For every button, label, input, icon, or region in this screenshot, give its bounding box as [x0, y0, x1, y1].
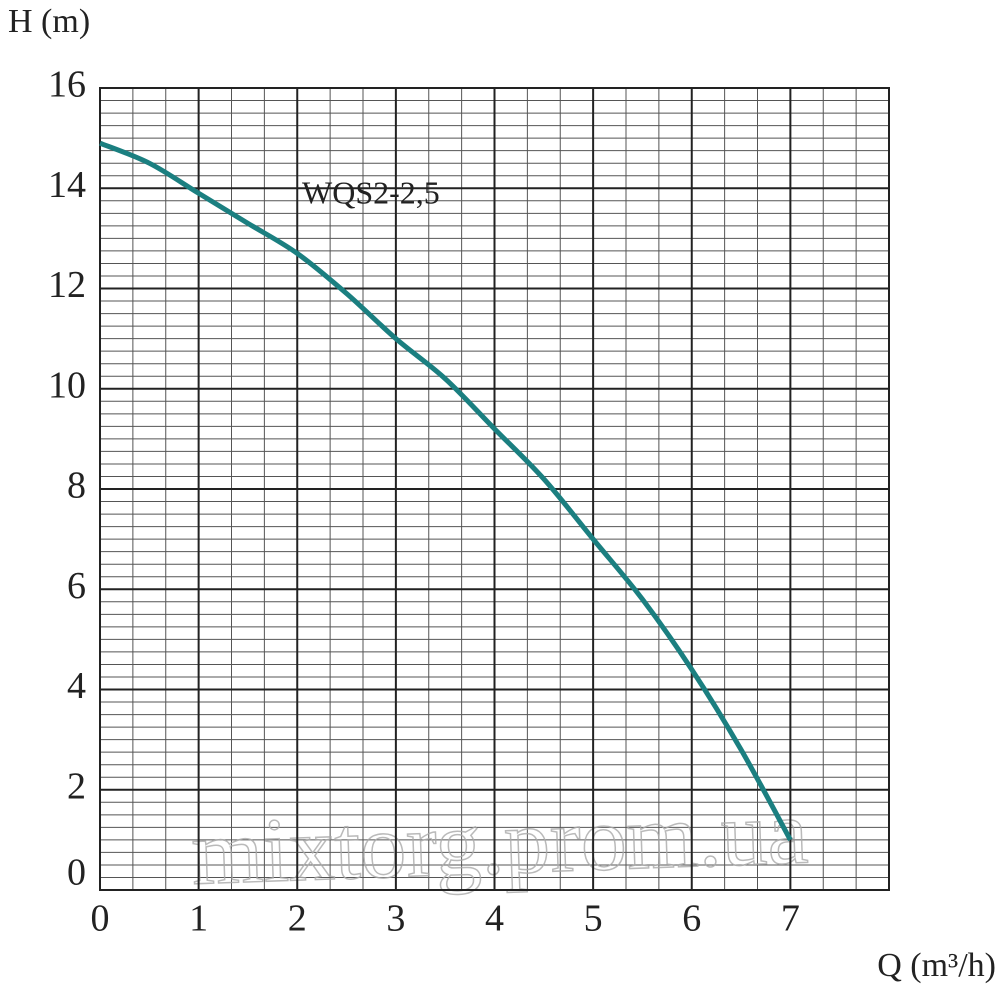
x-tick-label: 0 — [91, 898, 110, 940]
x-tick-label: 7 — [781, 898, 800, 940]
x-tick-label: 6 — [682, 898, 701, 940]
y-tick-label: 4 — [67, 665, 86, 707]
x-tick-label: 1 — [189, 898, 208, 940]
y-tick-label: 14 — [48, 164, 86, 206]
plot-frame — [99, 87, 890, 891]
y-tick-label: 10 — [48, 364, 86, 406]
x-tick-label: 2 — [288, 898, 307, 940]
annotation: WQS2-2,5 — [302, 174, 440, 210]
y-tick-label: 16 — [48, 64, 86, 106]
x-tick-label: 4 — [485, 898, 504, 940]
y-axis-label: H (m) — [8, 3, 90, 40]
y-tick-label: 12 — [48, 264, 86, 306]
x-tick-label: 5 — [584, 898, 603, 940]
x-tick-label: 3 — [386, 898, 405, 940]
watermark: mixtorg.prom.ua — [190, 780, 810, 903]
curve — [99, 140, 793, 842]
x-axis-label: Q (m³/h) — [877, 947, 996, 984]
y-tick-label: 2 — [67, 765, 86, 807]
y-tick-label: 0 — [67, 852, 86, 894]
y-tick-label: 6 — [67, 565, 86, 607]
y-tick-label: 8 — [67, 465, 86, 507]
